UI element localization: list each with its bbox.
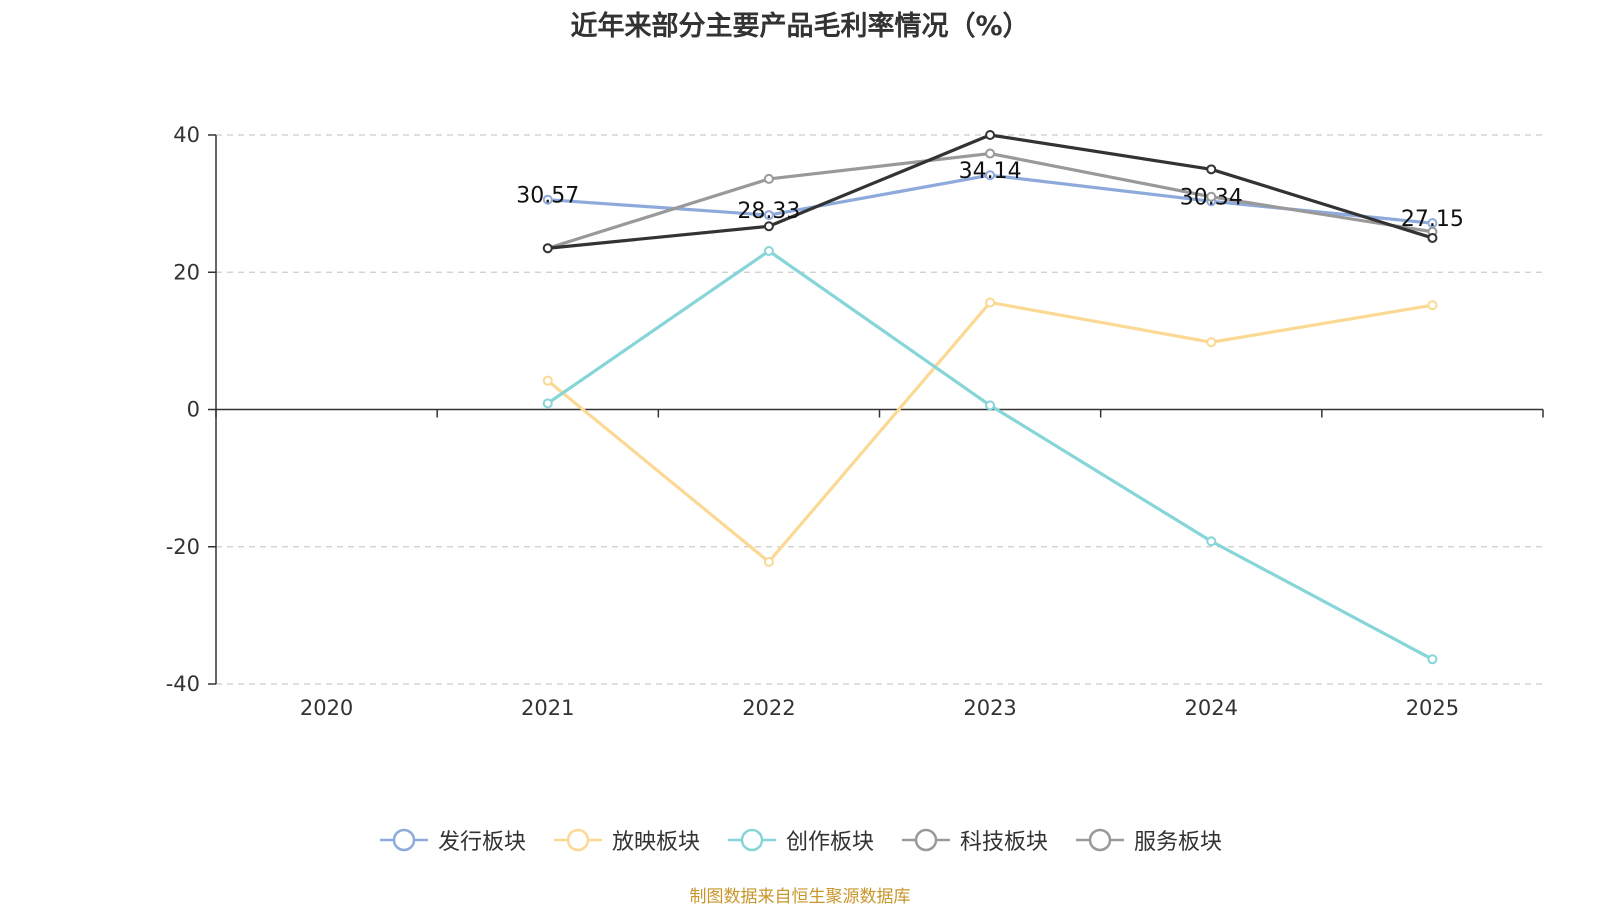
data-point xyxy=(1427,232,1438,243)
legend-item[interactable]: 发行板块 xyxy=(378,824,526,856)
data-label: 34.14 xyxy=(959,159,1022,184)
y-tick-label: 0 xyxy=(187,398,200,422)
data-point xyxy=(1206,164,1217,175)
data-point xyxy=(763,556,774,567)
legend-label: 服务板块 xyxy=(1134,830,1223,855)
x-tick-label: 2020 xyxy=(300,696,353,720)
series-2 xyxy=(542,297,1438,567)
y-tick-label: 20 xyxy=(173,260,200,284)
series-line xyxy=(546,249,1434,661)
legend-symbol-icon xyxy=(379,828,428,852)
legend: 发行板块 放映板块 创作板块 科技板块 服务板块 xyxy=(0,823,1600,857)
data-point xyxy=(985,297,996,308)
data-point xyxy=(985,400,996,411)
data-label: 27.15 xyxy=(1401,207,1464,232)
data-point xyxy=(1206,536,1217,547)
series-line xyxy=(546,300,1433,564)
legend-symbol-icon xyxy=(1076,828,1125,852)
y-tick-label: -20 xyxy=(166,535,200,559)
data-point xyxy=(985,170,996,181)
series-5 xyxy=(542,130,1438,254)
data-point xyxy=(1427,654,1438,665)
data-point xyxy=(763,245,774,256)
data-point xyxy=(985,130,996,140)
chart-title: 近年来部分主要产品毛利率情况（%） xyxy=(570,11,1030,42)
data-point xyxy=(1206,191,1217,202)
legend-item[interactable]: 服务板块 xyxy=(1074,824,1222,856)
legend-item[interactable]: 科技板块 xyxy=(900,824,1048,856)
legend-symbol-icon xyxy=(553,828,602,852)
data-point xyxy=(542,398,553,409)
x-tick-label: 2025 xyxy=(1406,696,1459,720)
y-tick-label: -40 xyxy=(166,672,200,696)
legend-label: 发行板块 xyxy=(437,830,526,855)
x-tick-label: 2023 xyxy=(963,696,1016,720)
data-point xyxy=(1206,337,1217,348)
data-point xyxy=(542,375,553,386)
legend-label: 放映板块 xyxy=(611,830,700,855)
data-point xyxy=(1427,300,1438,311)
data-point xyxy=(985,148,996,159)
data-label: 30.57 xyxy=(516,184,579,209)
x-tick-label: 2024 xyxy=(1185,696,1238,720)
legend-label: 创作板块 xyxy=(785,830,874,855)
legend-symbol-icon xyxy=(727,828,776,852)
x-tick-label: 2022 xyxy=(742,696,795,720)
source-note: 制图数据来自恒生聚源数据库 xyxy=(689,887,911,907)
data-point xyxy=(763,210,774,221)
series-3 xyxy=(542,245,1438,665)
legend-symbol-icon xyxy=(902,828,950,852)
data-point xyxy=(542,243,553,254)
data-point xyxy=(763,221,774,232)
legend-item[interactable]: 创作板块 xyxy=(726,824,874,856)
y-tick-label: 40 xyxy=(173,123,200,147)
data-label: 28.33 xyxy=(737,199,800,224)
data-point xyxy=(542,194,553,205)
legend-label: 科技板块 xyxy=(960,830,1049,855)
legend-item[interactable]: 放映板块 xyxy=(552,824,700,856)
data-label: 30.34 xyxy=(1180,185,1243,210)
data-point xyxy=(763,173,774,184)
x-tick-label: 2021 xyxy=(521,696,574,720)
